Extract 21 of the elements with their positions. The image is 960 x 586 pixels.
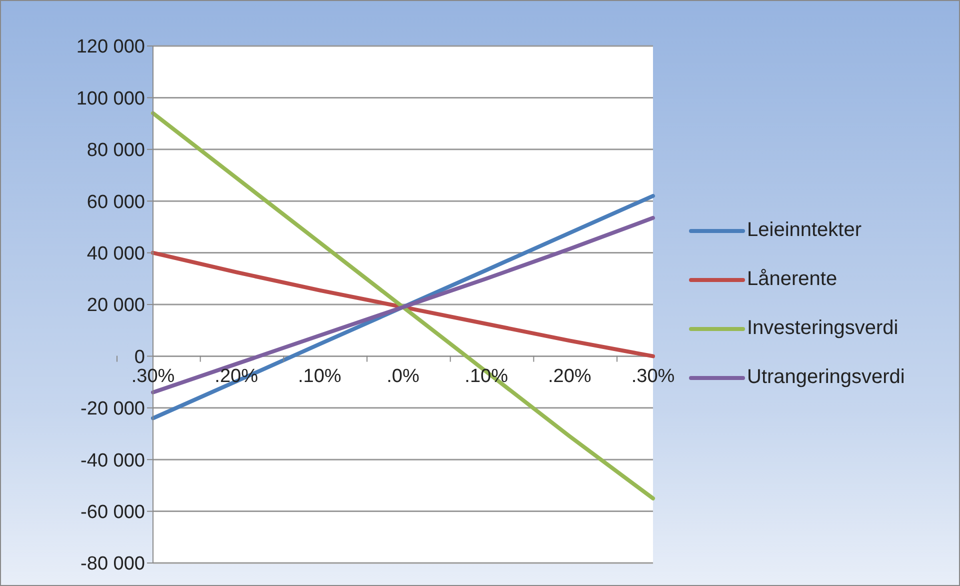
x-tick-label: .10%: [298, 366, 342, 387]
y-tick-label: -60 000: [80, 502, 145, 524]
x-tick-label: .20%: [548, 366, 592, 387]
y-tick-label: 40 000: [86, 244, 145, 265]
x-tick-label: .0%: [386, 366, 420, 387]
x-tick-label: .30%: [131, 366, 175, 387]
y-tick-label: 100 000: [76, 88, 145, 110]
y-tick-label: 60 000: [86, 192, 145, 213]
legend-label: Leieinntekter: [747, 219, 862, 242]
y-tick-label: -20 000: [80, 398, 145, 420]
y-tick-label: 20 000: [86, 295, 145, 316]
y-tick-label: 80 000: [86, 140, 145, 162]
legend-label: Investeringsverdi: [747, 317, 898, 340]
y-tick-label: -40 000: [80, 450, 145, 472]
line-series: [151, 250, 655, 358]
y-tick-label: 120 000: [76, 36, 145, 58]
x-tick-label: .30%: [631, 366, 675, 387]
legend-label: Utrangeringsverdi: [747, 366, 905, 389]
y-tick-label: 0: [134, 346, 145, 368]
y-tick-label: -80 000: [80, 554, 145, 575]
legend-label: Lånerente: [747, 268, 838, 291]
